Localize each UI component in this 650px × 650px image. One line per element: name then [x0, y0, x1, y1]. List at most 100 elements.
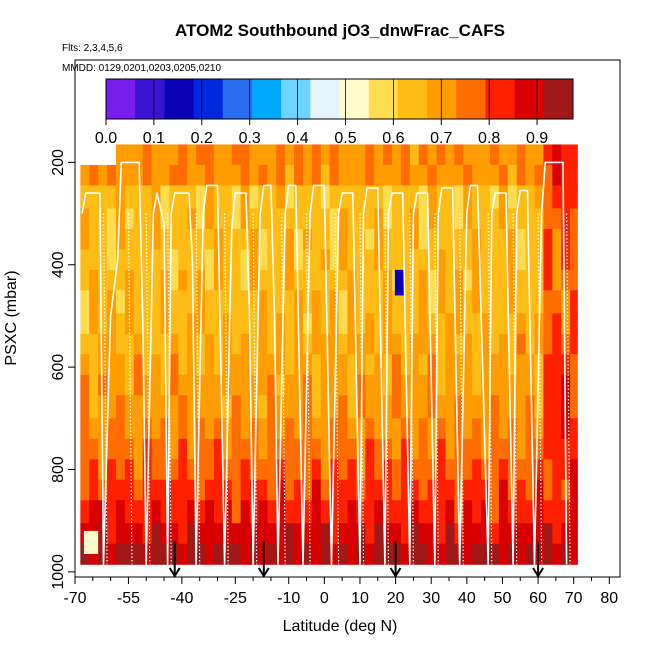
heatmap-cell — [178, 144, 188, 166]
heatmap-cell — [240, 249, 251, 271]
heatmap-cell — [454, 459, 464, 481]
heatmap-cell — [552, 523, 562, 545]
heatmap-cell — [338, 269, 349, 291]
heatmap-cell — [231, 500, 242, 524]
heatmap-cell — [80, 164, 90, 187]
heatmap-cell — [543, 438, 553, 460]
heatmap-cell — [383, 418, 393, 440]
colorbar-swatch — [456, 79, 486, 119]
heatmap-cell — [329, 249, 340, 271]
heatmap-cell — [374, 374, 384, 396]
colorbar-tick-label: 0.3 — [239, 130, 261, 147]
heatmap-cell — [489, 523, 500, 545]
heatmap-cell — [196, 269, 206, 291]
heatmap-cell — [115, 395, 126, 419]
heatmap-cell — [196, 144, 206, 166]
heatmap-cell — [418, 479, 429, 501]
heatmap-cell — [267, 374, 277, 396]
heatmap-cell — [213, 523, 224, 545]
heatmap-cell — [418, 313, 429, 335]
heatmap-cell — [320, 418, 331, 440]
heatmap-cell — [463, 228, 473, 250]
heatmap-cell — [160, 438, 170, 460]
heatmap-cell — [427, 144, 438, 166]
heatmap-cell — [472, 418, 482, 440]
heatmap-cell — [516, 208, 527, 230]
heatmap-cell — [249, 313, 260, 335]
heatmap-cell — [445, 418, 455, 440]
heatmap-cell — [142, 185, 153, 210]
heatmap-cell — [80, 418, 90, 440]
heatmap-cell — [409, 500, 420, 524]
heatmap-cell — [213, 313, 224, 335]
heatmap-cell — [115, 249, 126, 271]
heatmap-cell — [570, 500, 578, 524]
heatmap-cell — [320, 185, 331, 210]
heatmap-cell — [258, 438, 268, 460]
heatmap-cell — [418, 374, 429, 396]
colorbar-swatch — [106, 79, 136, 119]
heatmap-cell — [267, 164, 277, 187]
heatmap-cell — [205, 249, 215, 271]
heatmap-cell — [107, 269, 117, 291]
heatmap-cell — [543, 249, 553, 271]
heatmap-cell — [80, 228, 90, 250]
heatmap-cell — [409, 269, 420, 291]
heatmap-cell — [472, 523, 482, 545]
profile-dotted-line — [102, 213, 108, 565]
heatmap-cell — [347, 418, 358, 440]
heatmap-cell — [552, 395, 562, 419]
colorbar-swatch — [310, 79, 340, 119]
x-tick-label: -25 — [224, 590, 247, 607]
heatmap-cell — [338, 374, 349, 396]
heatmap-cell — [329, 500, 340, 524]
heatmap-cell — [445, 479, 455, 501]
heatmap-cell — [187, 144, 197, 166]
heatmap-cell — [516, 418, 527, 440]
heatmap-cell — [365, 395, 375, 419]
profile-dotted-line — [167, 213, 172, 565]
heatmap-cell — [285, 523, 295, 545]
heatmap-cell — [570, 354, 578, 376]
heatmap-cell — [124, 164, 135, 187]
heatmap-cell — [570, 459, 578, 481]
heatmap-cell — [133, 185, 144, 210]
heatmap-cell — [507, 479, 518, 501]
heatmap-cell — [427, 374, 438, 396]
heatmap-cell — [525, 500, 536, 524]
heatmap-cell — [222, 164, 233, 187]
heatmap-cell — [302, 500, 313, 524]
heatmap-cell — [205, 208, 215, 230]
heatmap-cell — [311, 313, 322, 335]
colorbar-swatch — [135, 79, 165, 119]
heatmap-cell — [178, 185, 188, 210]
heatmap-cell — [392, 438, 402, 460]
heatmap-cell — [205, 543, 215, 565]
heatmap-cell — [133, 479, 144, 501]
heatmap-cell — [302, 543, 313, 565]
heatmap-cell — [320, 438, 331, 460]
heatmap-cell — [294, 459, 304, 481]
heatmap-cell — [107, 185, 117, 210]
heatmap-cell — [115, 333, 126, 355]
colorbar-tick-label: 0.6 — [382, 130, 404, 147]
x-tick-label: 80 — [600, 590, 618, 607]
heatmap-cell — [400, 228, 411, 250]
heatmap-cell — [329, 144, 340, 166]
heatmap-cell — [445, 249, 455, 271]
heatmap-cell — [561, 333, 571, 355]
heatmap-cell — [418, 228, 429, 250]
heatmap-cell — [178, 500, 188, 524]
heatmap-cell — [436, 459, 447, 481]
heatmap-cell — [436, 333, 447, 355]
heatmap-cell — [276, 208, 286, 230]
chart-title: ATOM2 Southbound jO3_dnwFrac_CAFS — [175, 21, 505, 40]
heatmap-cell — [231, 523, 242, 545]
heatmap-cell — [534, 500, 545, 524]
heatmap-cell — [151, 208, 162, 230]
heatmap-cell — [124, 418, 135, 440]
heatmap-cell — [302, 144, 313, 166]
heatmap-cell — [463, 395, 473, 419]
heatmap-cell — [231, 395, 242, 419]
heatmap-cell — [187, 395, 197, 419]
